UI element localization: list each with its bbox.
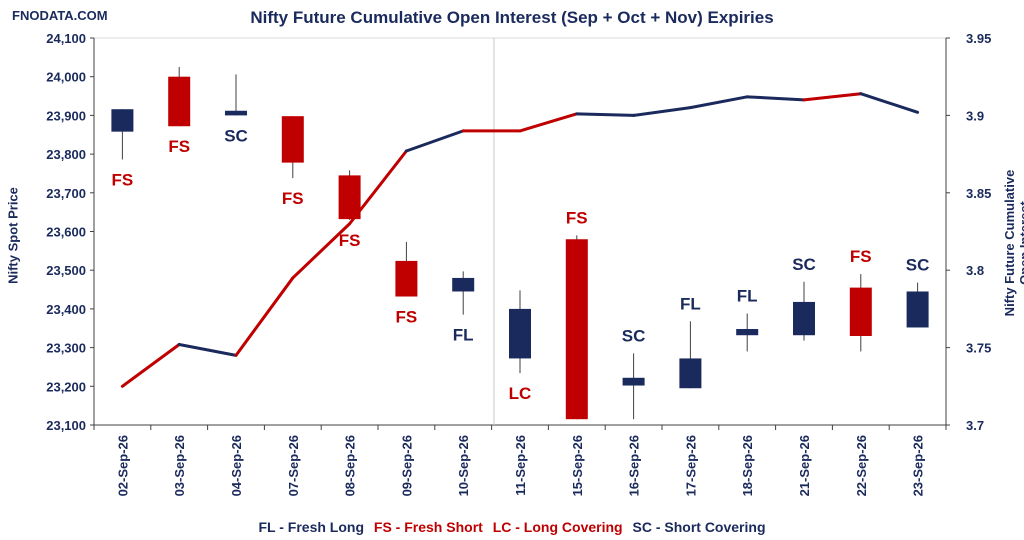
x-tick-label: 17-Sep-26 bbox=[683, 435, 698, 496]
candle-label: FS bbox=[566, 208, 588, 227]
open-interest-segment bbox=[575, 112, 636, 117]
candle-body bbox=[849, 287, 872, 336]
y-tick-label-left: 23,600 bbox=[46, 225, 86, 240]
open-interest-segment bbox=[404, 129, 465, 153]
watermark: FNODATA.COM bbox=[12, 8, 108, 23]
open-interest-segment bbox=[518, 112, 579, 133]
candle-body bbox=[225, 110, 247, 116]
x-tick-label: 02-Sep-26 bbox=[115, 435, 130, 496]
candle-label: SC bbox=[906, 256, 930, 275]
open-interest-segment bbox=[291, 222, 352, 280]
candle-body bbox=[395, 260, 418, 297]
x-tick-label: 16-Sep-26 bbox=[627, 435, 642, 496]
open-interest-segment bbox=[745, 95, 806, 102]
chart-title: Nifty Future Cumulative Open Interest (S… bbox=[250, 8, 774, 27]
candle-body bbox=[509, 308, 531, 359]
candle-body bbox=[338, 175, 361, 220]
x-tick-label: 07-Sep-26 bbox=[286, 435, 301, 496]
candle-label: FL bbox=[453, 326, 474, 345]
candle-label: FS bbox=[339, 231, 361, 250]
candle-body bbox=[736, 329, 759, 336]
y-tick-label-right: 3.75 bbox=[966, 341, 991, 356]
y-tick-label-left: 23,100 bbox=[46, 418, 86, 433]
y-tick-label-right: 3.85 bbox=[966, 186, 991, 201]
candle-body bbox=[679, 358, 702, 389]
x-tick-label: 11-Sep-26 bbox=[513, 435, 528, 496]
y-tick-label-right: 3.95 bbox=[966, 31, 991, 46]
open-interest-segment bbox=[177, 343, 238, 357]
candle-body bbox=[452, 277, 475, 292]
x-tick-label: 22-Sep-26 bbox=[854, 435, 869, 496]
open-interest-segment bbox=[632, 106, 692, 117]
candle-body bbox=[168, 76, 191, 127]
y-tick-label-left: 23,400 bbox=[46, 302, 86, 317]
x-tick-label: 21-Sep-26 bbox=[797, 435, 812, 496]
y-tick-label-right: 3.7 bbox=[966, 418, 984, 433]
y-tick-label-left: 23,500 bbox=[46, 263, 86, 278]
open-interest-segment bbox=[120, 343, 181, 388]
legend-item-fresh-long: FL - Fresh Long bbox=[258, 519, 365, 535]
candle-label: FL bbox=[737, 287, 758, 306]
y-tick-label-left: 24,000 bbox=[46, 70, 86, 85]
y-tick-label-left: 24,100 bbox=[46, 31, 86, 46]
candle-body bbox=[565, 239, 588, 420]
x-tick-label: 03-Sep-26 bbox=[172, 435, 187, 496]
candle-label: FS bbox=[168, 137, 190, 156]
candle-body bbox=[622, 377, 645, 386]
y-tick-label-right: 3.9 bbox=[966, 108, 984, 123]
candle-label: FS bbox=[112, 171, 134, 190]
candle-label: FS bbox=[396, 308, 418, 327]
x-tick-label: 15-Sep-26 bbox=[570, 435, 585, 496]
x-tick-label: 10-Sep-26 bbox=[456, 435, 471, 496]
x-tick-label: 08-Sep-26 bbox=[343, 435, 358, 496]
candle-label: LC bbox=[509, 384, 532, 403]
candle-label: SC bbox=[792, 255, 816, 274]
x-tick-label: 18-Sep-26 bbox=[740, 435, 755, 496]
candle-body bbox=[281, 116, 304, 163]
candle-label: SC bbox=[622, 326, 646, 345]
legend-item-short-covering: SC - Short Covering bbox=[632, 519, 766, 535]
candle-label: FL bbox=[680, 294, 701, 313]
candle-label: SC bbox=[224, 126, 248, 145]
open-interest-segment bbox=[688, 95, 749, 110]
y-tick-label-left: 23,200 bbox=[46, 379, 86, 394]
x-tick-label: 23-Sep-26 bbox=[911, 435, 926, 496]
y-tick-label-left: 23,900 bbox=[46, 108, 86, 123]
open-interest-segment bbox=[859, 92, 920, 114]
x-tick-label: 09-Sep-26 bbox=[399, 435, 414, 496]
y-tick-label-right: 3.8 bbox=[966, 263, 984, 278]
y-tick-label-left: 23,700 bbox=[46, 186, 86, 201]
candle-label: FS bbox=[850, 247, 872, 266]
y-tick-label-left: 23,300 bbox=[46, 341, 86, 356]
y-tick-label-left: 23,800 bbox=[46, 147, 86, 162]
open-interest-segment bbox=[348, 149, 408, 226]
x-tick-label: 04-Sep-26 bbox=[229, 435, 244, 496]
candle-body bbox=[906, 291, 929, 328]
open-interest-segment bbox=[802, 92, 863, 102]
legend: FL - Fresh Long FS - Fresh Short LC - Lo… bbox=[0, 519, 1024, 535]
candle-label: FS bbox=[282, 189, 304, 208]
open-interest-segment bbox=[234, 276, 295, 357]
candle-body bbox=[793, 301, 815, 336]
legend-item-fresh-short: FS - Fresh Short bbox=[373, 519, 483, 535]
candle-body bbox=[111, 109, 134, 132]
legend-item-long-covering: LC - Long Covering bbox=[492, 519, 623, 535]
